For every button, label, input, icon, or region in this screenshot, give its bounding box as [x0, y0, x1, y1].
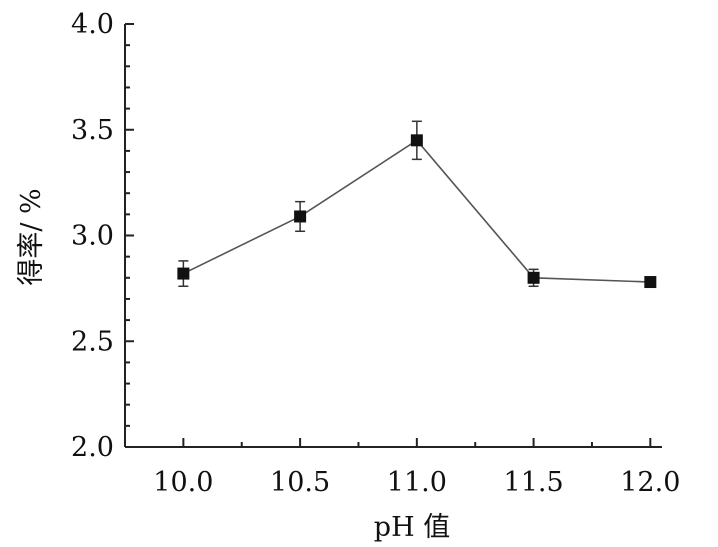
y-tick-label: 2.5: [71, 326, 114, 357]
data-point-marker: [177, 267, 190, 280]
chart-marks: [177, 120, 657, 289]
x-tick-label: 10.5: [270, 467, 330, 498]
x-tick-label: 10.0: [153, 467, 213, 498]
series-line: [183, 139, 651, 283]
x-tick-label: 12.0: [620, 467, 680, 498]
axes: [124, 23, 662, 448]
y-tick-label: 3.5: [71, 115, 114, 146]
y-tick-label: 4.0: [71, 9, 114, 40]
data-point-marker: [410, 134, 423, 147]
tick-labels: 2.0 2.5 3.0 3.5 4.0 10.0 10.5 11.0 11.5 12.0: [71, 9, 680, 498]
x-tick-label: 11.5: [504, 467, 564, 498]
x-tick-label: 11.0: [387, 467, 447, 498]
y-tick-label: 3.0: [71, 221, 114, 252]
data-point-marker: [644, 276, 657, 289]
data-point-marker: [294, 210, 307, 223]
data-point-marker: [527, 271, 540, 284]
y-tick-label: 2.0: [71, 432, 114, 463]
y-axis-title: 得率/ %: [16, 188, 47, 285]
x-axis-title: pH 值: [374, 512, 450, 543]
